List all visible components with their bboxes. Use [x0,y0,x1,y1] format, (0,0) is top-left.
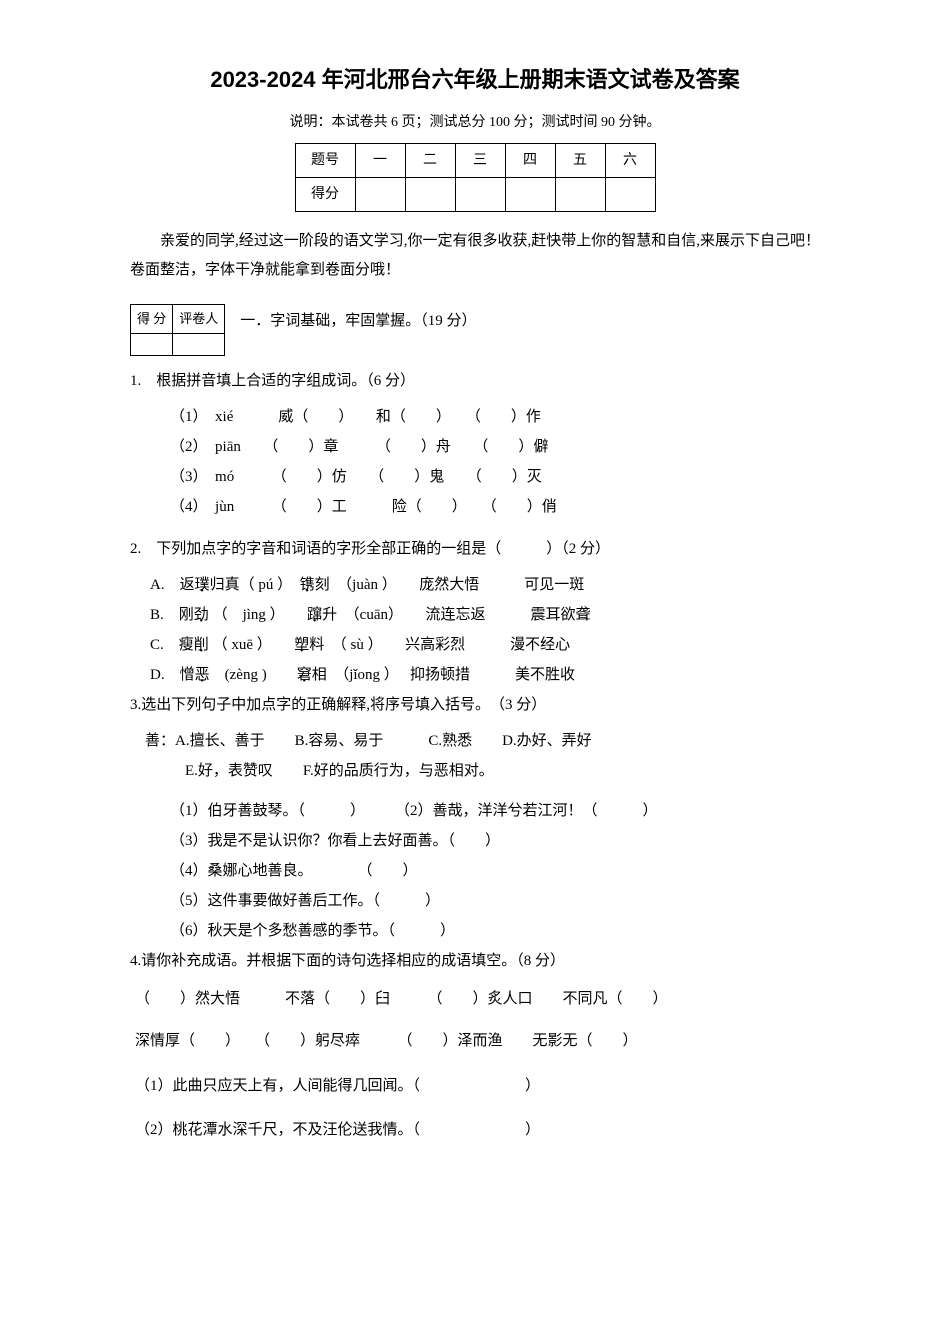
q3-item: （1）伯牙善鼓琴。（ ） （2）善哉，洋洋兮若江河！（ ） [130,796,820,826]
empty-cell [131,333,173,355]
score-table: 题号 一 二 三 四 五 六 得分 [295,143,656,212]
page-title: 2023-2024 年河北邢台六年级上册期末语文试卷及答案 [130,60,820,100]
words: 威（ ） 和（ ） （ ）作 [278,409,541,425]
cell [605,177,655,211]
q3-item: （6）秋天是个多愁善感的季节。（ ） [130,916,820,946]
item-num: （3） [170,469,200,485]
grade-box: 得 分 评卷人 [130,304,225,355]
section-header: 得 分 评卷人 一．字词基础，牢固掌握。（19 分） [130,304,820,355]
spacer [130,1059,820,1069]
question-4: 4.请你补充成语。并根据下面的诗句选择相应的成语填空。（8 分） [130,946,820,976]
q2-option-a: A. 返璞归真（ pú ） 镌刻 （juàn ） 庞然大悟 可见一斑 [130,570,820,600]
section-title: 一．字词基础，牢固掌握。（19 分） [240,304,476,335]
q2-option-b: B. 刚劲 （ jìng ） 蹿升 （cuān） 流连忘返 震耳欲聋 [130,600,820,630]
item-num: （4） [170,499,200,515]
q3-item: （3）我是不是认识你？你看上去好面善。（ ） [130,826,820,856]
q3-definitions-2: E.好，表赞叹 F.好的品质行为，与恶相对。 [130,756,820,786]
q3-item: （4）桑娜心地善良。 （ ） [130,856,820,886]
cell [455,177,505,211]
exam-page: 2023-2024 年河北邢台六年级上册期末语文试卷及答案 说明：本试卷共 6 … [0,0,950,1208]
q4-poem: （1）此曲只应天上有，人间能得几回闻。（ ） [130,1069,820,1104]
q4-idioms-row1: （ ）然大悟 不落（ ）臼 （ ）炙人口 不同凡（ ） [130,982,820,1017]
cell [505,177,555,211]
q4-poem: （2）桃花潭水深千尺，不及汪伦送我情。（ ） [130,1113,820,1148]
question-2: 2. 下列加点字的字音和词语的字形全部正确的一组是（ ）（2 分） [130,534,820,564]
words: （ ）仿 （ ）鬼 （ ）灭 [279,469,542,485]
words: （ ）章 （ ）舟 （ ）僻 [271,439,549,455]
cell [555,177,605,211]
option-label: B. [150,607,164,623]
cell [355,177,405,211]
option-label: D. [150,667,165,683]
cell: 得分 [295,177,355,211]
spacer [130,522,820,534]
cell [405,177,455,211]
q1-item: （3） mó （ ）仿 （ ）鬼 （ ）灭 [130,462,820,492]
cell: 四 [505,143,555,177]
cell: 五 [555,143,605,177]
cell: 题号 [295,143,355,177]
option-label: C. [150,637,164,653]
empty-cell [173,333,225,355]
instruction-text: 说明：本试卷共 6 页；测试总分 100 分；测试时间 90 分钟。 [130,110,820,135]
option-label: A. [150,577,165,593]
table-row: 题号 一 二 三 四 五 六 [295,143,655,177]
question-1: 1. 根据拼音填上合适的字组成词。（6 分） [130,366,820,396]
q3-item: （5）这件事要做好善后工作。（ ） [130,886,820,916]
pinyin: xié [215,409,233,425]
item-num: （1） [170,409,200,425]
grade-label: 得 分 [131,305,173,333]
grader-label: 评卷人 [173,305,225,333]
q2-option-d: D. 憎恶 (zèng ) 窘相 （jǐong ） 抑扬顿措 美不胜收 [130,660,820,690]
q4-idioms-row2: 深情厚（ ） （ ）躬尽瘁 （ ）泽而渔 无影无（ ） [130,1024,820,1059]
q1-item: （4） jùn （ ）工 险（ ） （ ）俏 [130,492,820,522]
table-row: 得分 [295,177,655,211]
pinyin: mó [215,469,234,485]
cell: 三 [455,143,505,177]
spacer [130,1103,820,1113]
q1-item: （1） xié 威（ ） 和（ ） （ ）作 [130,402,820,432]
spacer [130,786,820,796]
item-num: （2） [170,439,200,455]
cell: 二 [405,143,455,177]
cell: 六 [605,143,655,177]
pinyin: piān [215,439,241,455]
intro-text: 亲爱的同学,经过这一阶段的语文学习,你一定有很多收获,赶快带上你的智慧和自信,来… [130,227,820,284]
q3-definitions: 善：A.擅长、善于 B.容易、易于 C.熟悉 D.办好、弄好 [130,726,820,756]
question-3: 3.选出下列句子中加点字的正确解释,将序号填入括号。 （3 分） [130,690,820,720]
pinyin: jùn [215,499,234,515]
q2-option-c: C. 瘦削 （ xuē ） 塑料 （ sù ） 兴高彩烈 漫不经心 [130,630,820,660]
cell: 一 [355,143,405,177]
words: （ ）工 险（ ） （ ）俏 [279,499,557,515]
q1-item: （2） piān （ ）章 （ ）舟 （ ）僻 [130,432,820,462]
spacer [130,1016,820,1024]
